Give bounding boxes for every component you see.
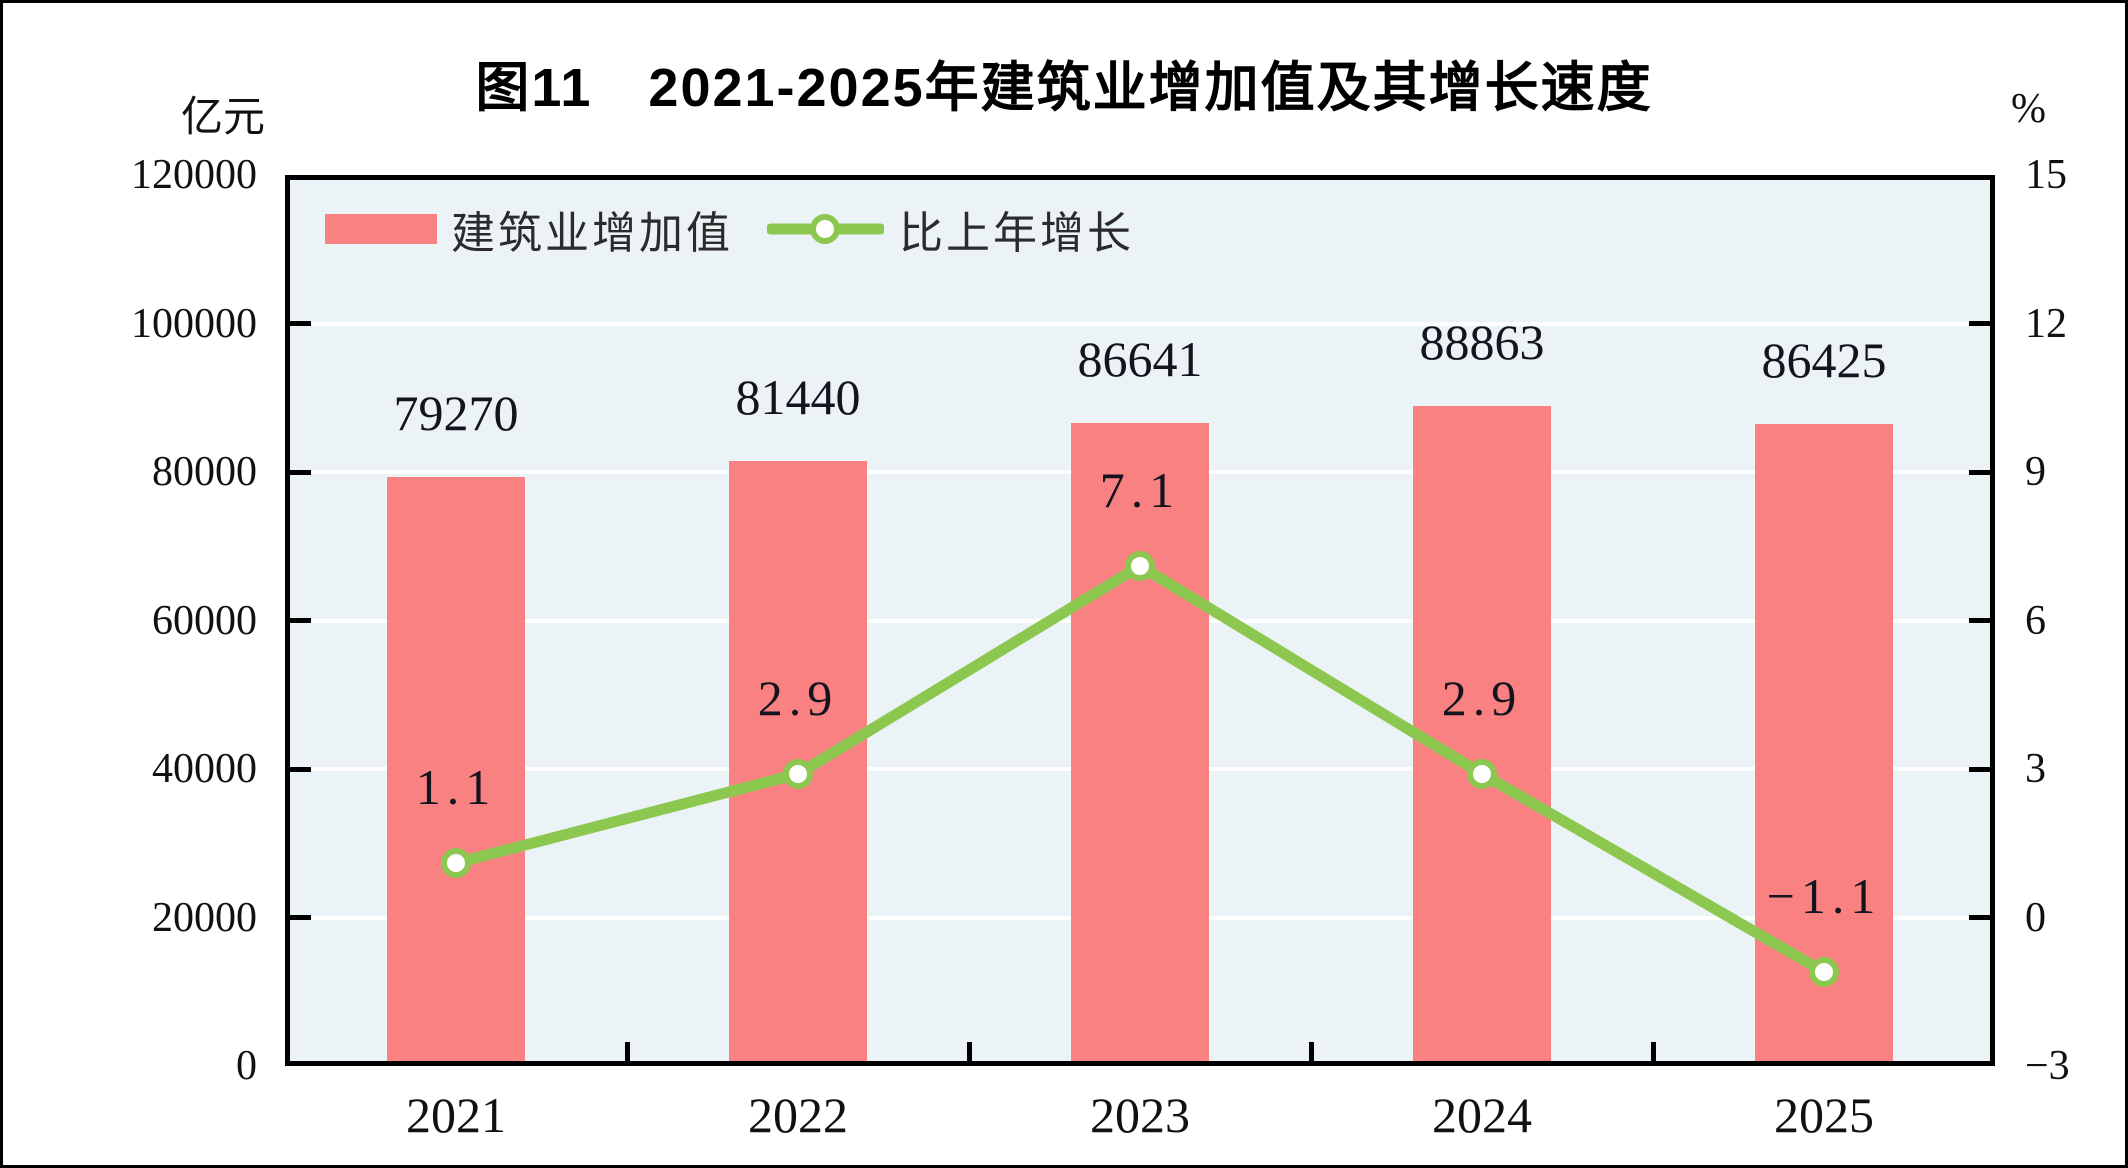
growth-line	[450, 560, 1830, 978]
left-axis-tick	[285, 321, 311, 326]
left-axis-tick	[285, 469, 311, 475]
bar-value-label: 88863	[1419, 314, 1545, 371]
line-value-label: 7.1	[1099, 462, 1181, 519]
plot-area: 建筑业增加值 比上年增长 79270 81440 86641 88863 86425 1.…	[285, 175, 1995, 1066]
x-axis-label: 2025	[1774, 1087, 1874, 1143]
left-axis-tick	[285, 766, 311, 772]
line-marker	[783, 758, 813, 789]
line-value-label: 2.9	[757, 669, 839, 726]
left-axis-label: 80000	[152, 449, 257, 495]
right-axis-label: 3	[2025, 746, 2046, 792]
bar-value-label: 86641	[1077, 330, 1203, 387]
x-axis-tick	[624, 1042, 630, 1066]
gridline	[285, 321, 1995, 326]
bar-value-label: 79270	[393, 385, 519, 442]
x-axis-label: 2024	[1432, 1087, 1532, 1143]
x-axis-tick	[1308, 1042, 1314, 1066]
right-axis-label: 0	[2025, 894, 2046, 941]
right-axis-tick	[1969, 618, 1995, 623]
legend-line-marker	[810, 214, 840, 244]
line-value-label: 1.1	[415, 759, 497, 816]
bar-2021	[387, 477, 525, 1066]
right-axis-label: 6	[2025, 597, 2046, 644]
growth-line-svg	[441, 551, 1839, 987]
left-axis-label: 20000	[152, 894, 257, 941]
left-axis-label: 0	[236, 1043, 257, 1089]
line-marker	[1125, 551, 1155, 582]
chart-title: 图11 2021-2025年建筑业增加值及其增长速度	[475, 58, 1653, 118]
right-axis-tick	[1969, 766, 1995, 772]
legend-bar-swatch	[325, 214, 437, 244]
legend-line-label: 比上年增长	[899, 209, 1134, 258]
right-axis-label: 15	[2025, 152, 2067, 198]
left-axis-label: 40000	[152, 746, 257, 792]
bar-value-label: 81440	[735, 369, 861, 426]
line-marker	[1467, 758, 1497, 789]
bar-2024	[1413, 406, 1551, 1066]
right-axis-tick	[1969, 915, 1995, 920]
right-axis-label: 9	[2025, 449, 2046, 495]
left-axis-tick	[285, 618, 311, 623]
legend-bar-label: 建筑业增加值	[451, 209, 733, 258]
line-value-label: 2.9	[1441, 669, 1523, 726]
line-value-label: −1.1	[1766, 867, 1882, 924]
x-axis-tick	[1650, 1042, 1656, 1066]
x-axis-label: 2021	[406, 1087, 506, 1143]
legend-line-marker-icon	[767, 214, 884, 244]
line-marker	[1809, 956, 1839, 987]
right-axis-label: −3	[2025, 1043, 2070, 1089]
left-axis-unit: 亿元	[180, 95, 265, 141]
x-axis-label: 2022	[748, 1087, 848, 1143]
legend: 建筑业增加值 比上年增长	[325, 203, 1134, 258]
line-marker	[441, 848, 471, 879]
right-axis-tick	[1969, 469, 1995, 475]
bar-value-label: 86425	[1761, 332, 1887, 389]
x-axis-tick	[966, 1042, 972, 1066]
right-axis-label: 12	[2025, 300, 2067, 347]
left-axis-label: 120000	[131, 152, 257, 198]
right-axis-tick	[1969, 321, 1995, 326]
right-axis-unit: %	[2011, 86, 2046, 132]
x-axis-label: 2023	[1090, 1087, 1190, 1143]
bar-2023	[1071, 422, 1209, 1066]
left-axis-tick	[285, 915, 311, 920]
left-axis-label: 60000	[152, 597, 257, 644]
left-axis-label: 100000	[131, 300, 257, 347]
